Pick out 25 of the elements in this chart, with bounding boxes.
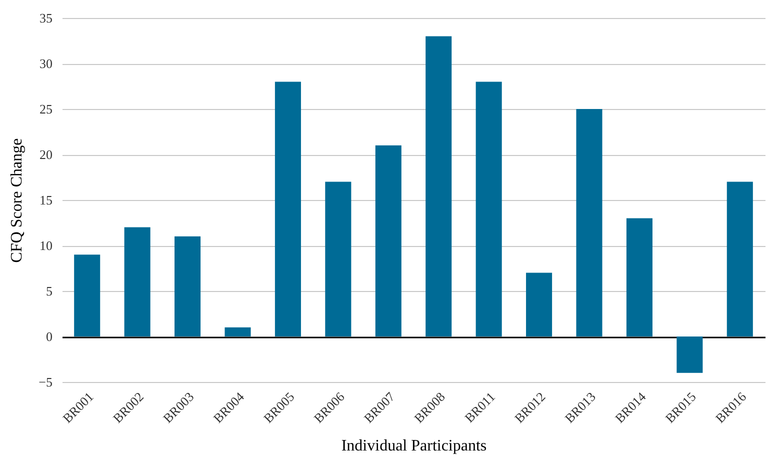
bar (325, 182, 352, 336)
y-tick-label: 15 (40, 192, 52, 208)
y-tick-label: −5 (38, 374, 52, 390)
bar (626, 218, 652, 336)
bar (676, 336, 703, 373)
y-tick-label: 5 (46, 284, 52, 298)
y-tick-label: 25 (40, 102, 52, 116)
bar (375, 145, 402, 336)
y-tick-label: 10 (40, 238, 52, 253)
bar (476, 82, 502, 336)
bar (124, 227, 150, 336)
y-tick-label: 20 (40, 147, 52, 162)
bar (526, 272, 552, 336)
bar (576, 109, 602, 336)
y-axis-title: CFQ Score Change (8, 138, 26, 263)
bar (426, 36, 452, 336)
bar (74, 254, 100, 336)
bar (224, 327, 251, 336)
bar (274, 82, 301, 336)
y-tick-label: 30 (40, 56, 52, 71)
x-axis-title: Individual Participants (341, 438, 487, 455)
y-tick-label: 0 (46, 329, 52, 344)
y-tick-label: 35 (40, 10, 52, 26)
bar (726, 182, 753, 336)
bar (174, 236, 201, 336)
